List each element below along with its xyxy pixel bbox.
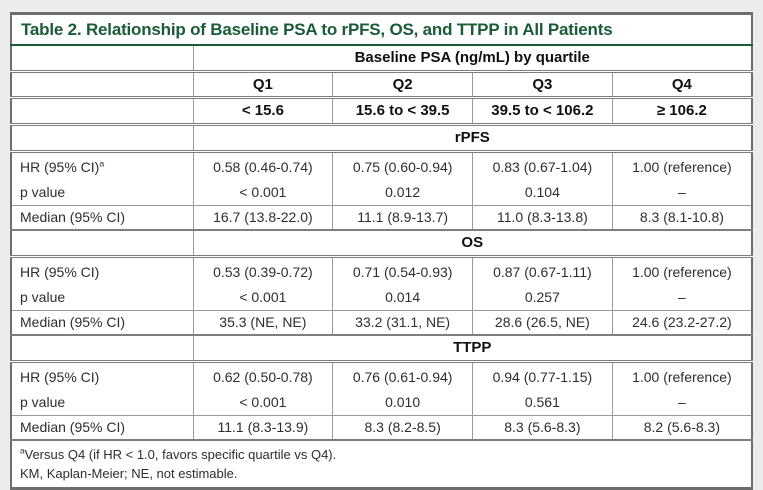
footnote-1: aVersus Q4 (if HR < 1.0, favors specific… <box>20 445 743 465</box>
section-title: rPFS <box>192 124 752 153</box>
range-header-row: < 15.6 15.6 to < 39.5 39.5 to < 106.2 ≥ … <box>11 97 752 126</box>
group-header: Baseline PSA (ng/mL) by quartile <box>192 45 752 73</box>
section-title: TTPP <box>192 334 752 363</box>
data-cell: – <box>611 179 752 206</box>
data-cell: 11.0 (8.3-13.8) <box>472 205 613 231</box>
data-cell: 0.010 <box>332 389 473 416</box>
footnote-row: aVersus Q4 (if HR < 1.0, favors specific… <box>11 440 752 489</box>
quartile-header: Q2 <box>332 71 473 100</box>
empty-cell <box>11 71 193 100</box>
group-header-row: Baseline PSA (ng/mL) by quartile <box>11 45 752 73</box>
data-cell: 0.257 <box>472 284 613 311</box>
data-cell: 0.53 (0.39-0.72) <box>192 256 333 285</box>
median-row: Median (95% CI) 11.1 (8.3-13.9) 8.3 (8.2… <box>11 415 752 441</box>
journal-table: Table 2. Relationship of Baseline PSA to… <box>10 12 753 490</box>
row-label: p value <box>11 179 193 206</box>
p-value-row: p value < 0.001 0.014 0.257 – <box>11 284 752 311</box>
data-cell: 11.1 (8.3-13.9) <box>192 415 333 441</box>
range-header: 15.6 to < 39.5 <box>332 97 473 126</box>
section-header-row-rpfs: rPFS <box>11 124 752 153</box>
hr-row: HR (95% CI)a 0.58 (0.46-0.74) 0.75 (0.60… <box>11 151 752 180</box>
table-title-row: Table 2. Relationship of Baseline PSA to… <box>11 13 752 47</box>
data-cell: 1.00 (reference) <box>611 151 752 180</box>
empty-cell <box>11 124 193 153</box>
footnote-text: Versus Q4 (if HR < 1.0, favors specific … <box>24 446 337 462</box>
section-header-row-os: OS <box>11 229 752 258</box>
hr-row: HR (95% CI) 0.53 (0.39-0.72) 0.71 (0.54-… <box>11 256 752 285</box>
data-cell: 0.012 <box>332 179 473 206</box>
range-header: ≥ 106.2 <box>611 97 752 126</box>
psa-outcomes-table: Table 2. Relationship of Baseline PSA to… <box>10 12 753 490</box>
row-label-text: HR (95% CI) <box>20 264 100 280</box>
data-cell: 0.75 (0.60-0.94) <box>332 151 473 180</box>
data-cell: 0.014 <box>332 284 473 311</box>
row-label: Median (95% CI) <box>11 205 193 231</box>
row-label: p value <box>11 389 193 416</box>
range-header: 39.5 to < 106.2 <box>472 97 613 126</box>
median-row: Median (95% CI) 35.3 (NE, NE) 33.2 (31.1… <box>11 310 752 336</box>
p-value-row: p value < 0.001 0.010 0.561 – <box>11 389 752 416</box>
empty-cell <box>11 97 193 126</box>
data-cell: < 0.001 <box>192 179 333 206</box>
range-header: < 15.6 <box>192 97 333 126</box>
row-label: HR (95% CI) <box>11 361 193 390</box>
footnote-text: KM, Kaplan-Meier; NE, not estimable. <box>20 466 238 482</box>
data-cell: 35.3 (NE, NE) <box>192 310 333 336</box>
median-row: Median (95% CI) 16.7 (13.8-22.0) 11.1 (8… <box>11 205 752 231</box>
data-cell: 28.6 (26.5, NE) <box>472 310 613 336</box>
data-cell: 33.2 (31.1, NE) <box>332 310 473 336</box>
data-cell: 11.1 (8.9-13.7) <box>332 205 473 231</box>
data-cell: 16.7 (13.8-22.0) <box>192 205 333 231</box>
row-label-text: HR (95% CI) <box>20 369 100 385</box>
row-label: p value <box>11 284 193 311</box>
data-cell: 0.87 (0.67-1.11) <box>472 256 613 285</box>
table-title: Table 2. Relationship of Baseline PSA to… <box>11 13 752 47</box>
quartile-header: Q3 <box>472 71 613 100</box>
footnote-marker: a <box>20 446 25 456</box>
data-cell: 0.62 (0.50-0.78) <box>192 361 333 390</box>
data-cell: – <box>611 389 752 416</box>
data-cell: 0.83 (0.67-1.04) <box>472 151 613 180</box>
data-cell: 8.3 (5.6-8.3) <box>472 415 613 441</box>
empty-cell <box>11 334 193 363</box>
footnotes: aVersus Q4 (if HR < 1.0, favors specific… <box>11 440 752 489</box>
data-cell: 1.00 (reference) <box>611 361 752 390</box>
data-cell: 24.6 (23.2-27.2) <box>611 310 752 336</box>
data-cell: 1.00 (reference) <box>611 256 752 285</box>
data-cell: 0.71 (0.54-0.93) <box>332 256 473 285</box>
data-cell: 0.104 <box>472 179 613 206</box>
hr-row: HR (95% CI) 0.62 (0.50-0.78) 0.76 (0.61-… <box>11 361 752 390</box>
row-label: HR (95% CI) <box>11 256 193 285</box>
section-title: OS <box>192 229 752 258</box>
section-header-row-ttpp: TTPP <box>11 334 752 363</box>
footnote-marker: a <box>99 158 105 169</box>
row-label: Median (95% CI) <box>11 310 193 336</box>
quartile-header: Q4 <box>611 71 752 100</box>
data-cell: 8.2 (5.6-8.3) <box>611 415 752 441</box>
row-label: HR (95% CI)a <box>11 151 193 180</box>
data-cell: 8.3 (8.1-10.8) <box>611 205 752 231</box>
data-cell: < 0.001 <box>192 389 333 416</box>
data-cell: – <box>611 284 752 311</box>
data-cell: < 0.001 <box>192 284 333 311</box>
row-label: Median (95% CI) <box>11 415 193 441</box>
data-cell: 0.94 (0.77-1.15) <box>472 361 613 390</box>
footnote-2: KM, Kaplan-Meier; NE, not estimable. <box>20 464 743 484</box>
data-cell: 0.561 <box>472 389 613 416</box>
data-cell: 0.76 (0.61-0.94) <box>332 361 473 390</box>
data-cell: 8.3 (8.2-8.5) <box>332 415 473 441</box>
quartile-header-row: Q1 Q2 Q3 Q4 <box>11 71 752 100</box>
data-cell: 0.58 (0.46-0.74) <box>192 151 333 180</box>
p-value-row: p value < 0.001 0.012 0.104 – <box>11 179 752 206</box>
row-label-text: HR (95% CI) <box>20 159 100 175</box>
quartile-header: Q1 <box>192 71 333 100</box>
empty-cell <box>11 45 193 73</box>
empty-cell <box>11 229 193 258</box>
